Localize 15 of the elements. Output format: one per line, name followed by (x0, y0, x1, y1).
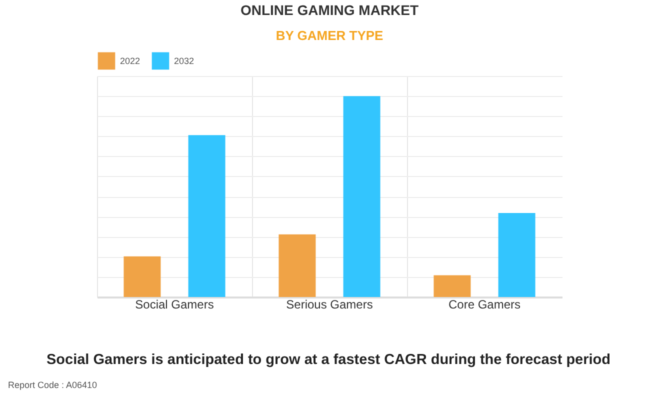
chart-subtitle: BY GAMER TYPE (276, 28, 384, 43)
bar (498, 213, 536, 297)
bar (124, 256, 161, 297)
bar (343, 96, 380, 297)
legend-label: 2022 (120, 56, 140, 66)
text: Social Gamers is anticipated to grow at a fastest CAGR during the forecast period (45, 352, 612, 368)
x-tick-label: Core Gamers (448, 298, 521, 312)
text: Report Code : A06410 (8, 380, 98, 390)
bar (434, 275, 471, 297)
bar (278, 234, 316, 297)
x-tick-label: Social Gamers (135, 298, 214, 312)
legend-label: 2032 (174, 56, 194, 66)
bar (188, 135, 226, 297)
x-tick-label: Serious Gamers (286, 298, 373, 312)
chart-title: ONLINE GAMING MARKET (240, 2, 419, 18)
